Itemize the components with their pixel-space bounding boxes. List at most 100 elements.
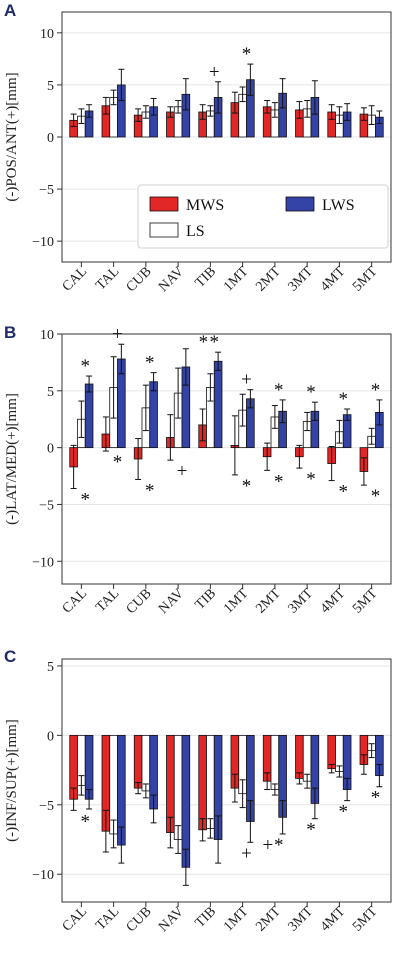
significance-marker: * [242, 44, 252, 65]
x-tick-label: 4MT [318, 264, 349, 295]
y-axis-label: (-)POS/ANT(+)[mm] [4, 72, 20, 201]
y-tick-label: −5 [39, 498, 54, 513]
significance-marker: * [306, 382, 316, 403]
bar-mws [198, 734, 207, 831]
significance-marker: * [339, 482, 349, 503]
significance-marker: + [263, 835, 274, 856]
x-tick-label: TIB [193, 904, 220, 931]
y-tick-label: −5 [39, 183, 54, 198]
x-tick-label: 1MT [221, 586, 252, 617]
bar-lws [84, 383, 94, 449]
y-tick-label: 10 [40, 328, 54, 343]
axes-frame [61, 658, 392, 903]
x-tick-label: CAL [60, 586, 90, 616]
x-tick-label: NAV [156, 904, 187, 935]
significance-marker: * [371, 486, 381, 507]
significance-marker: * [339, 802, 349, 823]
bar-mws [295, 734, 304, 779]
x-tick-label: TAL [93, 586, 122, 615]
x-tick-label: 5MT [350, 586, 381, 617]
axes-frame [61, 11, 392, 263]
y-tick-label: 10 [40, 27, 54, 42]
x-tick-label: 3MT [286, 586, 317, 617]
significance-marker: * [145, 353, 155, 374]
significance-marker: * [274, 835, 284, 856]
bar-lws [213, 360, 223, 449]
y-tick-label: −10 [32, 555, 54, 570]
y-tick-label: −5 [39, 799, 54, 814]
x-tick-label: NAV [156, 586, 187, 617]
x-tick-label: TAL [93, 904, 122, 933]
x-tick-label: CUB [124, 264, 155, 295]
x-tick-label: 1MT [221, 904, 252, 935]
y-tick-label: 0 [47, 131, 54, 146]
x-tick-label: TIB [193, 586, 220, 613]
x-tick-label: NAV [156, 264, 187, 295]
significance-marker: + [177, 461, 188, 482]
bar-mws [327, 734, 336, 770]
x-tick-label: TAL [93, 264, 122, 293]
significance-marker: * [274, 471, 284, 492]
legend-swatch-mws [149, 196, 179, 212]
y-tick-label: 5 [47, 660, 54, 675]
x-tick-label: CUB [124, 586, 155, 617]
bar-lws [181, 734, 191, 868]
legend-swatch-lws [285, 196, 315, 212]
bar-ls [141, 734, 151, 792]
panel-letter-a: A [4, 1, 16, 20]
significance-marker: * [199, 332, 209, 353]
y-tick-label: 0 [47, 442, 54, 457]
significance-marker: * [242, 476, 252, 497]
x-tick-label: CAL [60, 264, 90, 294]
significance-marker: * [306, 469, 316, 490]
x-tick-label: 1MT [221, 264, 252, 295]
panel-a: A −10 −5 0 5 10 + * CAL TAL CUB NAV TIB 1MT 2MT 3MT 4MT… [4, 1, 392, 295]
significance-marker: * [113, 452, 123, 473]
x-tick-label: 3MT [286, 904, 317, 935]
legend-box [137, 184, 389, 249]
significance-marker: * [80, 490, 90, 511]
significance-marker: * [306, 820, 316, 841]
panel-letter-b: B [4, 323, 16, 342]
bar-ls [270, 734, 280, 790]
x-tick-label: 5MT [350, 904, 381, 935]
significance-marker: + [241, 843, 252, 864]
significance-marker: * [371, 788, 381, 809]
significance-marker: * [80, 811, 90, 832]
y-tick-label: 5 [47, 385, 54, 400]
significance-marker: + [241, 370, 252, 391]
significance-marker: + [112, 324, 123, 345]
significance-marker: * [80, 356, 90, 377]
legend-label-lws: LWS [322, 197, 355, 214]
x-tick-label: 4MT [318, 904, 349, 935]
bar-lws [149, 381, 158, 449]
y-axis-label: (-)LAT/MED(+)[mm] [4, 393, 20, 525]
y-tick-label: −10 [32, 868, 54, 883]
significance-marker: * [145, 480, 155, 501]
bar-ls [109, 734, 118, 835]
x-tick-label: CAL [60, 904, 90, 934]
bar-ls [173, 734, 183, 840]
x-tick-label: 3MT [286, 264, 317, 295]
x-tick-label: 2MT [253, 904, 284, 935]
panel-c: C −10−505*+ + ****CAL TAL CUB NAV TIB 1MT 2MT 3MT… [4, 647, 392, 935]
significance-marker: + [209, 62, 220, 83]
x-tick-label: TIB [193, 264, 220, 291]
significance-marker: * [339, 389, 349, 410]
legend-label-mws: MWS [186, 197, 224, 214]
x-tick-label: 2MT [253, 264, 284, 295]
y-tick-label: −10 [32, 235, 54, 250]
y-tick-label: 5 [47, 79, 54, 94]
x-tick-label: CUB [124, 904, 155, 935]
bar-ls [206, 734, 215, 829]
axes-frame [61, 333, 392, 585]
significance-marker: * [371, 380, 381, 401]
x-tick-label: 5MT [350, 264, 381, 295]
y-axis-label: (-)INF/SUP(+)[mm] [4, 719, 20, 842]
legend-label-ls: LS [186, 223, 205, 240]
significance-marker: * [274, 380, 284, 401]
legend-swatch-ls [149, 222, 179, 238]
panel-letter-c: C [4, 647, 16, 666]
